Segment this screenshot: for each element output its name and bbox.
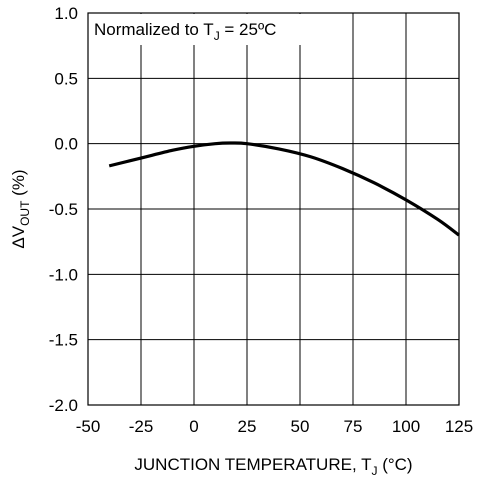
y-tick-label: 1.0	[54, 4, 78, 23]
annotation-background	[89, 14, 333, 45]
y-axis-title-subscript: OUT	[18, 200, 32, 226]
annotation-text: Normalized to TJ = 25ºC	[94, 20, 276, 43]
y-axis-title-suffix: (%)	[9, 169, 28, 200]
x-tick-label: 50	[291, 417, 310, 436]
y-tick-label: -1.0	[49, 265, 78, 284]
x-tick-label: 75	[344, 417, 363, 436]
y-tick-label: 0.0	[54, 135, 78, 154]
annotation-subscript: J	[214, 29, 220, 43]
y-axis-title-prefix: ΔV	[9, 225, 28, 248]
series-layer	[108, 141, 460, 237]
x-axis-title: JUNCTION TEMPERATURE, TJ (°C)	[134, 455, 412, 478]
y-axis-title: ΔVOUT (%)	[9, 169, 32, 248]
annotation-suffix: = 25ºC	[220, 20, 277, 39]
x-tick-label: 0	[189, 417, 198, 436]
x-tick-label: 100	[392, 417, 420, 436]
y-tick-label: -2.0	[49, 396, 78, 415]
y-tick-label: -0.5	[49, 200, 78, 219]
annotation-prefix: Normalized to T	[94, 20, 214, 39]
grid-lines	[88, 13, 459, 405]
x-tick-label: 25	[238, 417, 257, 436]
x-tick-labels: -50 -25 0 25 50 75 100 125	[76, 417, 473, 436]
y-tick-label: -1.5	[49, 331, 78, 350]
y-tick-labels: 1.0 0.5 0.0 -0.5 -1.0 -1.5 -2.0	[49, 4, 78, 415]
x-axis-title-subscript: J	[371, 464, 377, 478]
series-line	[108, 141, 460, 237]
x-tick-label: -50	[76, 417, 101, 436]
x-axis-title-prefix: JUNCTION TEMPERATURE, T	[134, 455, 371, 474]
x-axis-title-suffix: (°C)	[377, 455, 412, 474]
x-tick-label: 125	[445, 417, 473, 436]
y-tick-label: 0.5	[54, 69, 78, 88]
plot-frame	[87, 12, 460, 406]
x-tick-label: -25	[129, 417, 154, 436]
